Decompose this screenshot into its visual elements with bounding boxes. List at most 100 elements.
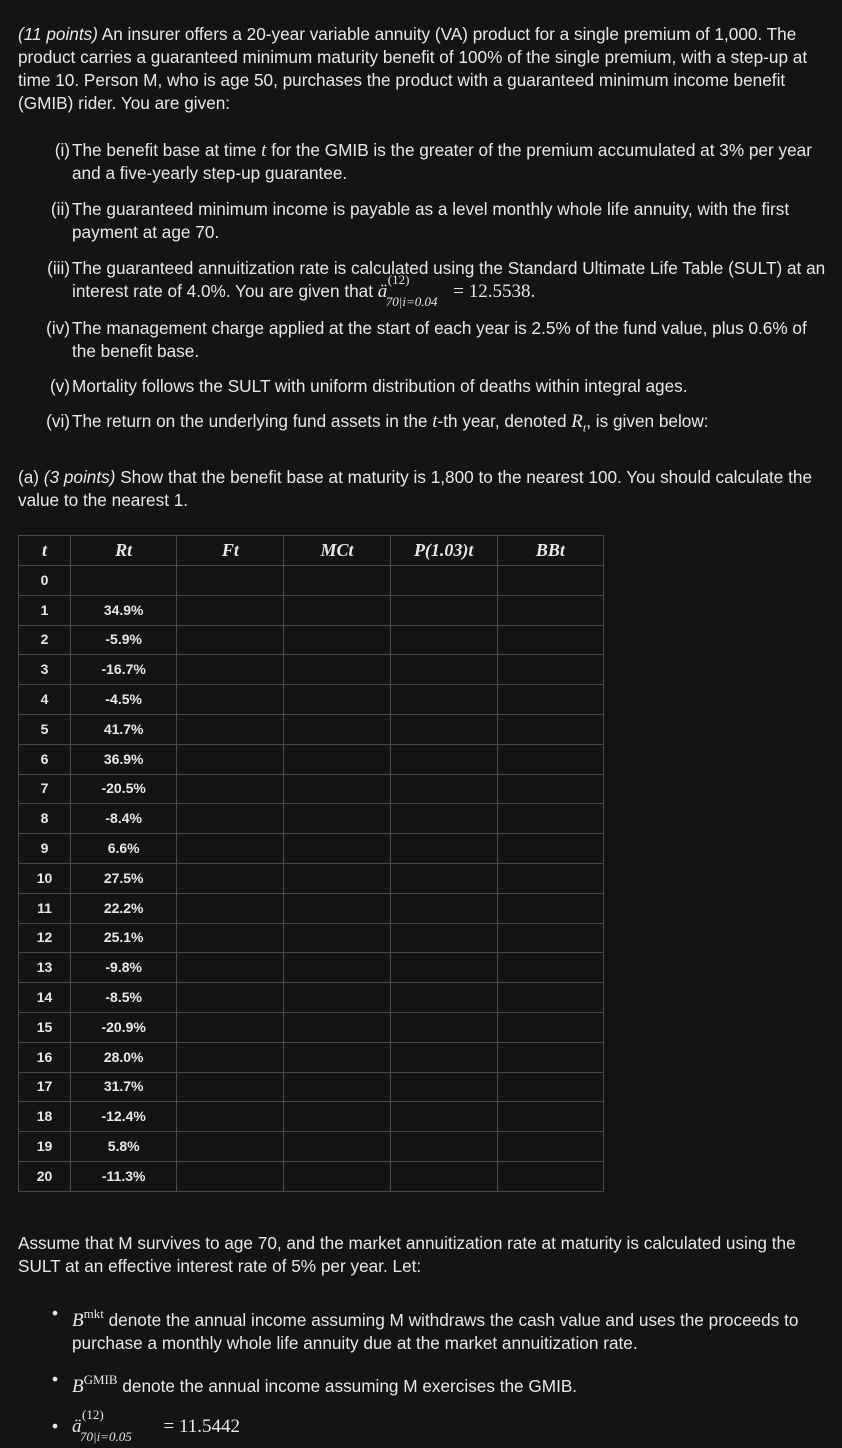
part-a-text: Show that the benefit base at maturity i… — [18, 467, 812, 510]
cell-ft — [176, 654, 285, 686]
cell-ft — [176, 713, 285, 745]
cell-bbt — [496, 862, 605, 894]
intro-text: An insurer offers a 20-year variable ann… — [18, 24, 808, 113]
col-header-bbt: BBt — [496, 535, 605, 566]
cell-rt: 6.6% — [70, 833, 178, 864]
given-number: (iii) — [47, 258, 70, 278]
given-item: (v) Mortality follows the SULT with unif… — [40, 375, 826, 398]
cell-accum — [389, 1160, 498, 1192]
cell-rt: 5.8% — [70, 1131, 178, 1162]
cell-bbt — [496, 982, 605, 1013]
cell-mct — [283, 982, 391, 1013]
cell-mct — [283, 684, 391, 715]
table-row: 7 -20.5% — [17, 773, 605, 805]
given-number: (v) — [49, 376, 70, 396]
col-header-ft: Ft — [176, 535, 285, 566]
cell-t: 5 — [17, 713, 72, 745]
cell-bbt — [496, 1041, 605, 1073]
table-row: 6 36.9% — [17, 743, 605, 775]
cell-bbt — [496, 1071, 605, 1103]
givens-list: (i) The benefit base at time t for the G… — [40, 139, 826, 439]
given-item: (i) The benefit base at time t for the G… — [40, 139, 826, 185]
cell-t: 17 — [17, 1071, 72, 1103]
cell-bbt — [496, 803, 605, 835]
cell-ft — [176, 1071, 285, 1103]
table-row: 15 -20.9% — [17, 1011, 605, 1043]
cell-ft — [176, 892, 285, 924]
cell-rt: 36.9% — [70, 743, 178, 775]
cell-bbt — [496, 952, 605, 984]
cell-bbt — [496, 1160, 605, 1192]
annuity-symbol: ä (12) 70|i=0.04 — [378, 272, 438, 309]
cell-bbt — [496, 654, 605, 686]
cell-t: 20 — [17, 1160, 72, 1192]
table-row: 3 -16.7% — [17, 654, 605, 686]
cell-rt: 41.7% — [70, 713, 178, 745]
cell-t: 16 — [17, 1041, 72, 1073]
part-a: (a) (3 points) Show that the benefit bas… — [18, 466, 830, 512]
math-var: B — [72, 1310, 84, 1331]
cell-mct — [283, 1011, 391, 1043]
cell-ft — [176, 1011, 285, 1043]
cell-t: 3 — [17, 654, 72, 686]
cell-accum — [389, 1071, 498, 1103]
cell-accum — [389, 1131, 498, 1162]
cell-rt: 27.5% — [70, 862, 178, 894]
cell-accum — [389, 892, 498, 924]
cell-ft — [176, 833, 285, 864]
cell-rt: -16.7% — [70, 654, 178, 686]
cell-t: 15 — [17, 1011, 72, 1043]
cell-t: 18 — [17, 1101, 72, 1133]
definitions-list: Bmkt denote the annual income assuming M… — [52, 1302, 812, 1444]
given-text: , is given below: — [586, 411, 709, 431]
cell-t: 2 — [17, 624, 72, 656]
col-header-accum: P(1.03)t — [389, 535, 498, 566]
cell-bbt — [496, 833, 605, 864]
cell-bbt — [496, 743, 605, 775]
cell-rt: 25.1% — [70, 922, 178, 954]
given-text: for the GMIB is the greater of the premi… — [72, 140, 812, 183]
cell-ft — [176, 982, 285, 1013]
given-number: (ii) — [50, 199, 70, 219]
given-item: (ii) The guaranteed minimum income is pa… — [40, 198, 826, 244]
cell-accum — [389, 713, 498, 745]
given-text: Mortality follows the SULT with uniform … — [72, 376, 688, 396]
cell-bbt — [496, 624, 605, 656]
math-var: t — [432, 411, 438, 432]
cell-mct — [283, 713, 391, 745]
table-row: 11 22.2% — [17, 892, 605, 924]
cell-rt: -20.5% — [70, 773, 178, 805]
cell-bbt — [496, 1101, 605, 1133]
table-row: 16 28.0% — [17, 1041, 605, 1073]
math-var: t — [261, 140, 267, 161]
points-label: (11 points) — [18, 24, 98, 44]
table-row: 19 5.8% — [17, 1131, 605, 1162]
cell-mct — [283, 803, 391, 835]
cell-accum — [389, 952, 498, 984]
cell-accum — [389, 773, 498, 805]
cell-rt: -4.5% — [70, 684, 178, 715]
cell-accum — [389, 1011, 498, 1043]
cell-accum — [389, 624, 498, 656]
table-row: 20 -11.3% — [17, 1160, 605, 1192]
cell-ft — [176, 684, 285, 715]
annuity-symbol: ä (12) 70|i=0.05 — [72, 1407, 132, 1444]
given-number: (i) — [54, 140, 70, 160]
cell-bbt — [496, 594, 605, 626]
cell-t: 11 — [17, 892, 72, 924]
definition-item: ä(12)70|i=0.05= 11.5442 — [52, 1407, 812, 1444]
fund-table: t Rt Ft MCt P(1.03)t BBt 0 1 34.9% 2 -5.9% 3-… — [17, 535, 605, 1192]
cell-accum — [389, 982, 498, 1013]
cell-bbt — [496, 565, 605, 596]
cell-t: 12 — [17, 922, 72, 954]
cell-t: 7 — [17, 773, 72, 805]
table-row: 2 -5.9% — [17, 624, 605, 656]
cell-bbt — [496, 892, 605, 924]
cell-accum — [389, 743, 498, 775]
table-row: 13 -9.8% — [17, 952, 605, 984]
cell-t: 14 — [17, 982, 72, 1013]
table-row: 9 6.6% — [17, 833, 605, 864]
cell-t: 4 — [17, 684, 72, 715]
cell-mct — [283, 565, 391, 596]
cell-mct — [283, 654, 391, 686]
